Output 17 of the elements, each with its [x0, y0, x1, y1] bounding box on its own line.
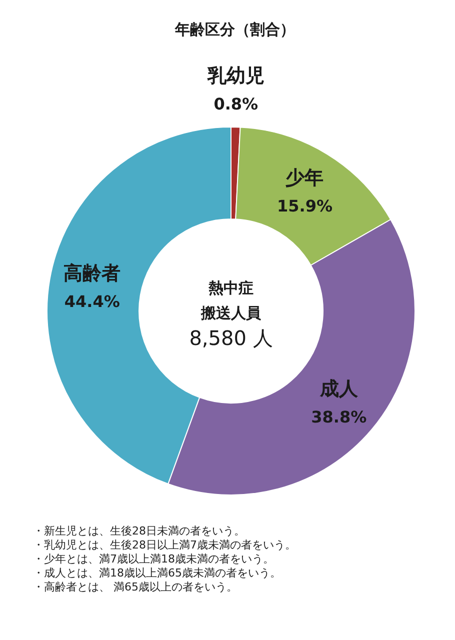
- data-label: 44.4%: [64, 292, 120, 312]
- data-label: 38.8%: [311, 407, 367, 426]
- slice-label: 乳幼児: [206, 65, 264, 88]
- data-label: 15.9%: [276, 196, 332, 216]
- text: 熱中症: [208, 279, 254, 297]
- text: ・高齢者とは、 満65歳以上の者をいう。: [33, 580, 238, 594]
- slice-label: 少年: [286, 166, 324, 189]
- text: ・少年とは、満7歳以上満18歳未満の者をいう。: [33, 552, 274, 566]
- text: ・新生児とは、生後28日未満の者をいう。: [33, 524, 245, 538]
- text: ・乳幼児とは、生後28日以上満7歳未満の者をいう。: [33, 538, 296, 552]
- text: 搬送人員: [200, 304, 262, 322]
- slice-label: 高齢者: [64, 262, 121, 285]
- chart-title: 年齢区分（割合）: [174, 20, 295, 38]
- text: 8,580 人: [189, 326, 273, 350]
- data-label: 0.8%: [214, 94, 258, 114]
- text: ・成人とは、満18歳以上満65歳未満の者をいう。: [33, 566, 281, 580]
- slice-label: 成人: [318, 378, 359, 400]
